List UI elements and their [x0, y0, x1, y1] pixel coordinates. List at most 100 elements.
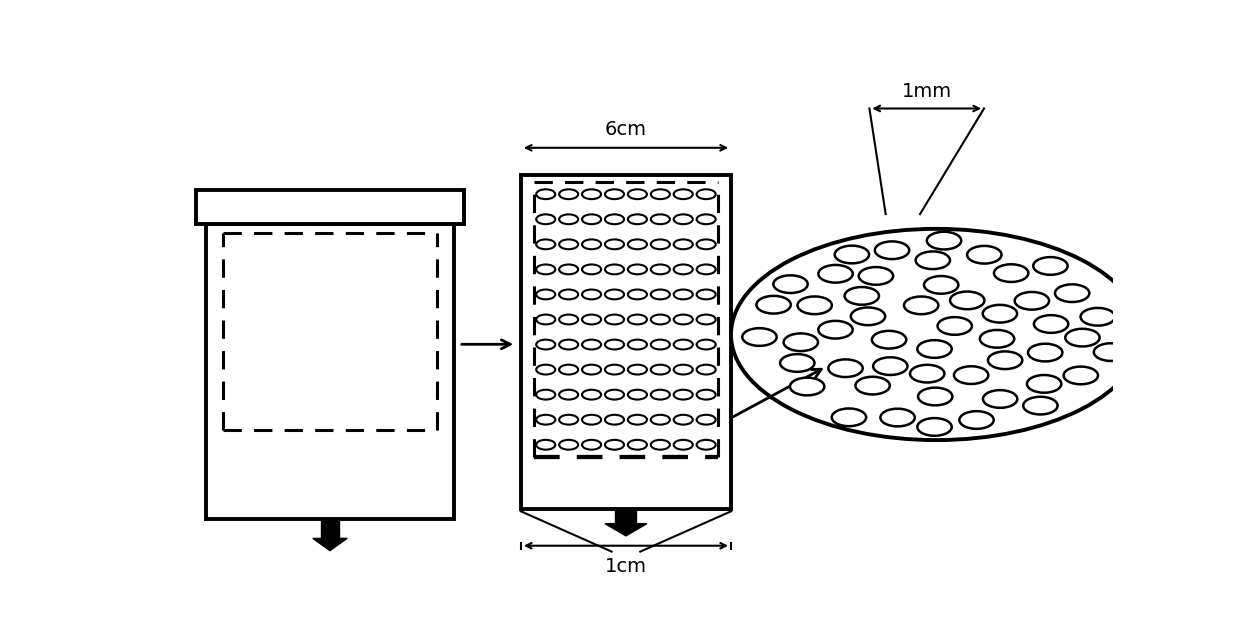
- Circle shape: [994, 264, 1028, 282]
- Circle shape: [1023, 397, 1058, 415]
- Circle shape: [605, 239, 624, 249]
- Circle shape: [627, 440, 647, 450]
- Circle shape: [627, 239, 647, 249]
- Circle shape: [605, 339, 624, 350]
- Circle shape: [697, 239, 715, 249]
- Circle shape: [1033, 257, 1068, 275]
- Text: 1mm: 1mm: [901, 82, 952, 101]
- Circle shape: [918, 388, 952, 405]
- Circle shape: [651, 189, 670, 199]
- Circle shape: [697, 365, 715, 375]
- Circle shape: [1094, 343, 1128, 361]
- Circle shape: [559, 214, 578, 224]
- Circle shape: [835, 246, 869, 263]
- Circle shape: [697, 440, 715, 450]
- Circle shape: [832, 408, 866, 426]
- Circle shape: [559, 315, 578, 324]
- Circle shape: [651, 365, 670, 375]
- Circle shape: [559, 365, 578, 375]
- Circle shape: [697, 189, 715, 199]
- Circle shape: [697, 390, 715, 399]
- Circle shape: [910, 365, 945, 383]
- Circle shape: [536, 365, 556, 375]
- Circle shape: [536, 214, 556, 224]
- Circle shape: [967, 246, 1002, 263]
- Circle shape: [1055, 285, 1090, 302]
- Circle shape: [536, 239, 556, 249]
- Circle shape: [673, 315, 693, 324]
- Circle shape: [536, 415, 556, 425]
- Circle shape: [673, 339, 693, 350]
- Circle shape: [697, 339, 715, 350]
- Circle shape: [756, 296, 791, 313]
- Circle shape: [582, 239, 601, 249]
- Circle shape: [784, 334, 818, 351]
- Circle shape: [559, 239, 578, 249]
- Circle shape: [605, 365, 624, 375]
- Polygon shape: [605, 524, 647, 536]
- Circle shape: [697, 415, 715, 425]
- Circle shape: [873, 357, 908, 375]
- Circle shape: [1014, 292, 1049, 309]
- Circle shape: [872, 331, 906, 348]
- Circle shape: [559, 189, 578, 199]
- Text: 6cm: 6cm: [605, 120, 647, 139]
- Circle shape: [880, 409, 915, 426]
- Circle shape: [627, 290, 647, 299]
- Circle shape: [673, 365, 693, 375]
- Circle shape: [980, 330, 1014, 348]
- Circle shape: [536, 440, 556, 450]
- Circle shape: [915, 251, 950, 269]
- Circle shape: [605, 440, 624, 450]
- Circle shape: [697, 265, 715, 274]
- Circle shape: [605, 415, 624, 425]
- Circle shape: [627, 214, 647, 224]
- Circle shape: [536, 290, 556, 299]
- Circle shape: [651, 440, 670, 450]
- Circle shape: [582, 440, 601, 450]
- Circle shape: [904, 297, 939, 314]
- Circle shape: [950, 292, 985, 309]
- Circle shape: [651, 315, 670, 324]
- Bar: [206, 224, 454, 519]
- Circle shape: [627, 365, 647, 375]
- Bar: [321, 519, 339, 538]
- Circle shape: [918, 340, 951, 358]
- Circle shape: [859, 267, 893, 285]
- Circle shape: [627, 390, 647, 399]
- Circle shape: [582, 315, 601, 324]
- Circle shape: [673, 189, 693, 199]
- Circle shape: [1034, 315, 1069, 333]
- Circle shape: [1080, 308, 1115, 325]
- Circle shape: [536, 315, 556, 324]
- Circle shape: [1064, 367, 1097, 384]
- Circle shape: [780, 354, 815, 372]
- Circle shape: [918, 418, 952, 436]
- Circle shape: [960, 411, 993, 429]
- Circle shape: [797, 297, 832, 314]
- Circle shape: [818, 321, 853, 339]
- Polygon shape: [312, 538, 347, 551]
- Circle shape: [673, 214, 693, 224]
- Circle shape: [582, 189, 601, 199]
- Circle shape: [697, 315, 715, 324]
- Circle shape: [651, 415, 670, 425]
- Circle shape: [536, 189, 556, 199]
- Circle shape: [582, 339, 601, 350]
- Circle shape: [627, 315, 647, 324]
- Circle shape: [1028, 344, 1063, 361]
- Circle shape: [559, 440, 578, 450]
- Circle shape: [743, 328, 776, 346]
- Circle shape: [582, 365, 601, 375]
- Circle shape: [924, 276, 959, 293]
- Bar: [196, 189, 464, 224]
- Circle shape: [651, 239, 670, 249]
- Circle shape: [954, 366, 988, 384]
- Circle shape: [790, 378, 825, 396]
- Circle shape: [559, 290, 578, 299]
- Circle shape: [536, 265, 556, 274]
- Circle shape: [627, 339, 647, 350]
- Circle shape: [559, 415, 578, 425]
- Circle shape: [605, 265, 624, 274]
- Circle shape: [536, 390, 556, 399]
